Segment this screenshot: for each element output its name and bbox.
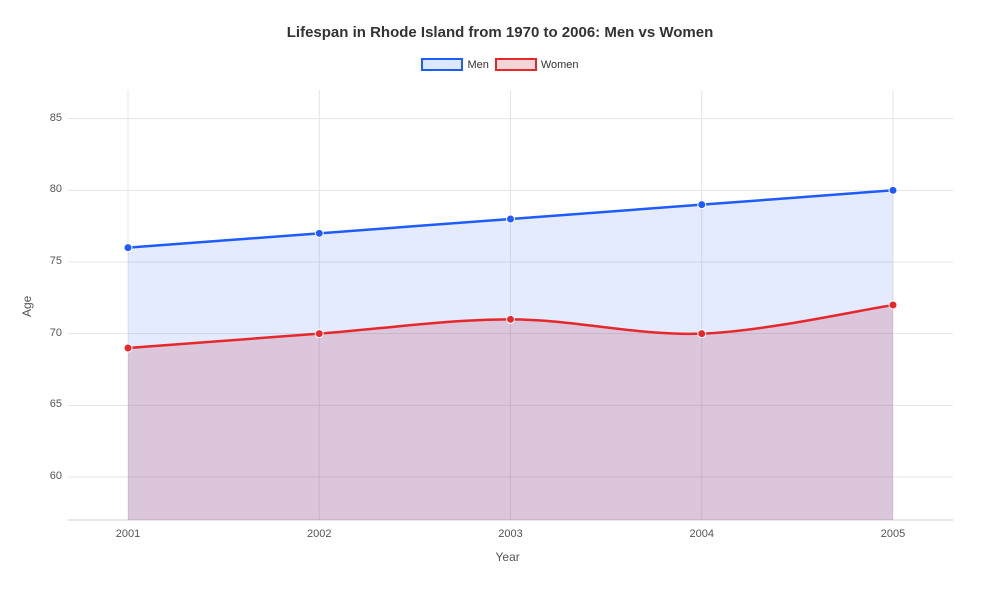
legend-item: Men (421, 58, 488, 71)
y-tick-label: 80 (40, 183, 62, 195)
chart-title: Lifespan in Rhode Island from 1970 to 20… (0, 24, 1000, 41)
x-axis-title: Year (496, 550, 520, 564)
x-tick-label: 2005 (873, 528, 913, 540)
y-tick-label: 75 (40, 255, 62, 267)
chart-container: Lifespan in Rhode Island from 1970 to 20… (0, 0, 1000, 600)
legend: Men Women (0, 58, 1000, 71)
y-tick-label: 60 (40, 470, 62, 482)
x-tick-label: 2001 (108, 528, 148, 540)
y-tick-label: 65 (40, 398, 62, 410)
y-axis-title: Age (20, 296, 34, 317)
legend-swatch (421, 58, 463, 71)
legend-label: Men (467, 59, 488, 71)
legend-item: Women (495, 58, 579, 71)
legend-swatch (495, 58, 537, 71)
x-tick-label: 2003 (491, 528, 531, 540)
y-tick-label: 85 (40, 112, 62, 124)
y-tick-label: 70 (40, 327, 62, 339)
x-tick-label: 2004 (682, 528, 722, 540)
plot-area (68, 90, 953, 520)
legend-label: Women (541, 59, 579, 71)
x-tick-label: 2002 (299, 528, 339, 540)
chart-svg (68, 90, 953, 520)
